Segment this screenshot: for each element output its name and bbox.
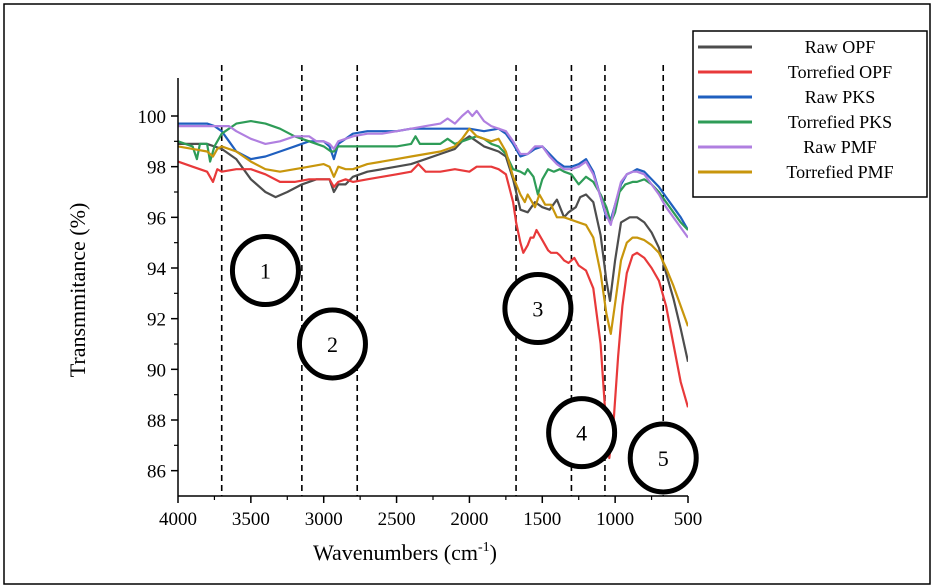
y-tick-label: 100 <box>138 107 167 128</box>
series-line <box>178 120 688 231</box>
series-lines <box>178 109 688 460</box>
x-tick-label: 2500 <box>378 509 416 530</box>
y-tick-label: 96 <box>147 208 166 229</box>
x-tick-label: 3500 <box>232 509 270 530</box>
x-axis-title: Wavenumbers (cm-1) <box>313 540 497 565</box>
legend-label: Raw PMF <box>803 137 877 157</box>
y-tick-label: 94 <box>147 259 167 280</box>
x-tick-label: 2000 <box>450 509 488 530</box>
legend-label: Torrefied PMF <box>786 162 893 182</box>
x-axis-title-main: Wavenumbers (cm <box>313 540 478 565</box>
x-tick-label: 1500 <box>523 509 561 530</box>
legend-item: Raw PKS <box>698 87 875 107</box>
legend-item: Torrefied PKS <box>698 112 892 132</box>
x-tick-label: 500 <box>674 509 703 530</box>
y-tick-label: 86 <box>147 462 166 483</box>
series-line <box>178 109 688 239</box>
legend-item: Raw OPF <box>698 37 875 57</box>
y-axis-title: Transmmitance (%) <box>65 203 90 378</box>
region-annotation: 1 <box>229 234 301 308</box>
legend-item: Torrefied OPF <box>698 62 892 82</box>
annotation-circle <box>627 421 699 495</box>
legend: Raw OPF Torrefied OPF Raw PKS Torrefied PKS… <box>692 30 928 198</box>
annotation-circle <box>546 396 618 470</box>
legend-label: Raw OPF <box>805 37 876 57</box>
annotation-circle <box>296 307 368 381</box>
region-annotation: 4 <box>546 396 618 470</box>
series-line <box>178 127 688 335</box>
series-line <box>178 135 688 362</box>
annotation-label: 2 <box>327 332 338 357</box>
x-tick-label: 3000 <box>305 509 343 530</box>
y-tick-label: 90 <box>147 360 166 381</box>
y-tick-label: 92 <box>147 310 166 331</box>
annotation-circle <box>502 272 574 346</box>
y-tick-label: 98 <box>147 158 166 179</box>
legend-item: Raw PMF <box>698 137 877 157</box>
x-axis-title-sup: -1 <box>478 540 490 555</box>
x-tick-label: 1000 <box>596 509 634 530</box>
legend-box <box>692 30 928 198</box>
annotation-label: 3 <box>532 297 543 322</box>
annotation-circle <box>229 234 301 308</box>
region-annotation: 3 <box>502 272 574 346</box>
series-line <box>178 160 688 460</box>
annotation-label: 1 <box>260 259 271 284</box>
region-annotation: 5 <box>627 421 699 495</box>
y-tick-label: 88 <box>147 411 166 432</box>
x-tick-label: 4000 <box>159 509 197 530</box>
annotation-label: 5 <box>658 446 669 471</box>
legend-label: Torrefied OPF <box>788 62 892 82</box>
annotation-label: 4 <box>576 421 587 446</box>
plot-area: 1 2 3 4 5 <box>178 65 699 496</box>
region-annotation: 2 <box>296 307 368 381</box>
x-axis-title-end: ) <box>490 540 497 565</box>
legend-label: Raw PKS <box>805 87 876 107</box>
legend-label: Torrefied PKS <box>788 112 892 132</box>
legend-item: Torrefied PMF <box>698 162 894 182</box>
region-annotations: 1 2 3 4 5 <box>229 234 699 495</box>
